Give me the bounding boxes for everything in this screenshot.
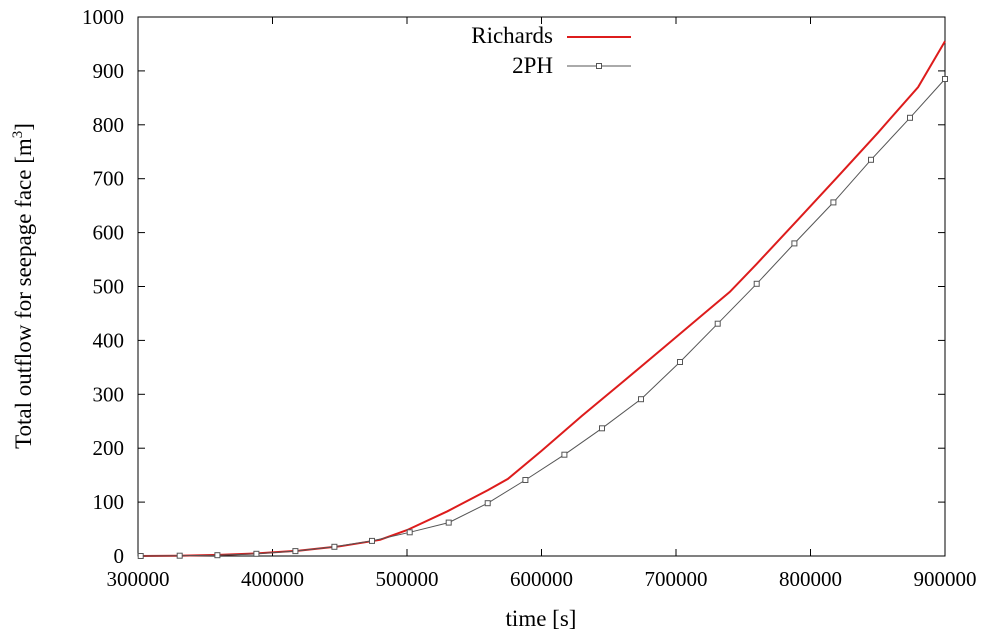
x-tick-label: 800000 bbox=[779, 567, 842, 591]
y-tick-label: 500 bbox=[93, 275, 125, 299]
y-tick-label: 400 bbox=[93, 328, 125, 352]
data-point bbox=[331, 543, 338, 550]
x-tick-label: 600000 bbox=[510, 567, 573, 591]
data-point bbox=[292, 548, 299, 555]
data-point bbox=[714, 320, 721, 327]
y-axis-label-main: Total outflow for seepage face [m bbox=[11, 138, 36, 449]
data-point bbox=[214, 552, 221, 559]
y-tick-label: 300 bbox=[93, 382, 125, 406]
data-point bbox=[484, 500, 491, 507]
data-point bbox=[445, 519, 452, 526]
y-tick-label: 1000 bbox=[82, 5, 124, 29]
data-point bbox=[830, 199, 837, 206]
y-axis-label-close: ] bbox=[11, 123, 36, 131]
plot-frame bbox=[137, 16, 946, 557]
x-tick-label: 300000 bbox=[107, 567, 170, 591]
y-axis-label: Total outflow for seepage face [m3] bbox=[10, 123, 36, 449]
y-tick-label: 800 bbox=[93, 113, 125, 137]
x-axis-label: time [s] bbox=[506, 606, 577, 631]
data-point bbox=[638, 396, 644, 403]
data-point bbox=[406, 529, 413, 536]
legend: Richards 2PH bbox=[471, 23, 631, 78]
legend-label-richards: Richards bbox=[471, 23, 553, 48]
legend-label-2ph: 2PH bbox=[512, 53, 553, 78]
x-tick-label: 400000 bbox=[241, 567, 304, 591]
data-point bbox=[137, 553, 144, 559]
x-tick-label: 500000 bbox=[376, 567, 439, 591]
x-tick-label: 900000 bbox=[914, 567, 977, 591]
data-point bbox=[791, 240, 798, 247]
y-tick-label: 900 bbox=[93, 59, 125, 83]
data-point bbox=[677, 359, 683, 365]
data-point bbox=[253, 550, 260, 557]
x-ticks: 300000 400000 500000 600000 700000 800000 9000… bbox=[107, 17, 977, 591]
y-tick-label: 0 bbox=[114, 544, 125, 568]
data-point bbox=[868, 156, 874, 163]
x-tick-label: 700000 bbox=[645, 567, 708, 591]
y-tick-label: 600 bbox=[93, 221, 125, 245]
y-tick-label: 200 bbox=[93, 436, 125, 460]
series-line-2ph bbox=[140, 78, 946, 557]
data-point bbox=[942, 76, 948, 82]
y-axis-label-sup: 3 bbox=[10, 131, 26, 139]
legend-marker-2ph bbox=[596, 63, 602, 69]
y-tick-label: 700 bbox=[93, 167, 125, 191]
data-point bbox=[522, 477, 529, 483]
data-point bbox=[369, 537, 375, 544]
y-tick-label: 100 bbox=[93, 490, 125, 514]
y-ticks: 0 100 200 300 400 500 600 700 800 900 1000 bbox=[82, 5, 945, 568]
data-point bbox=[907, 114, 913, 121]
data-point bbox=[176, 552, 183, 559]
series-line-richards bbox=[140, 40, 946, 557]
series-layer bbox=[137, 40, 948, 559]
data-point bbox=[753, 280, 760, 287]
data-point bbox=[599, 425, 605, 432]
data-point bbox=[561, 451, 568, 458]
